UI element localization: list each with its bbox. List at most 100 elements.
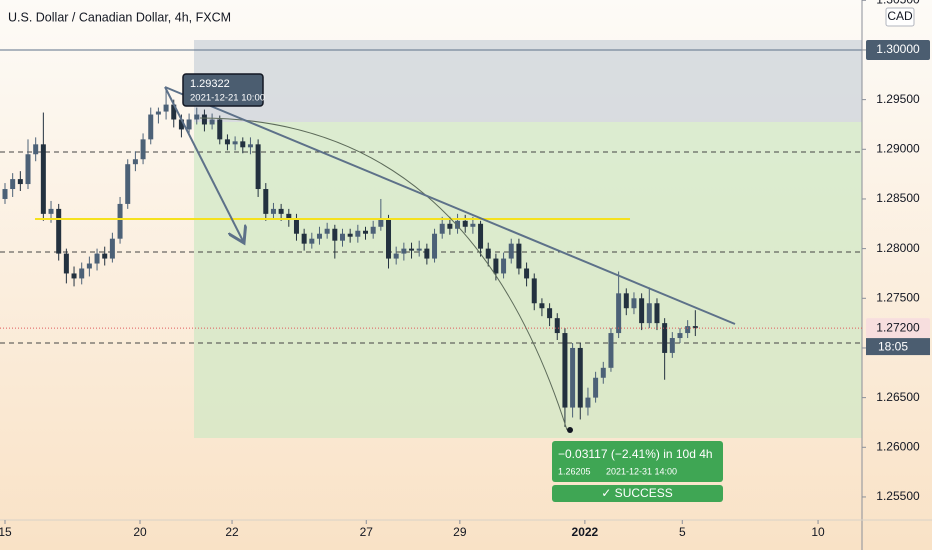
candle-body (669, 338, 675, 353)
candle-body (501, 258, 507, 274)
candle-body (63, 253, 69, 274)
candle-body (570, 347, 576, 408)
y-tick-label: 1.30500 (876, 0, 920, 6)
countdown-box (866, 338, 930, 356)
last-price-box (866, 318, 930, 339)
y-tick-label: 1.27500 (876, 290, 920, 304)
candle-body (339, 233, 345, 241)
callout-change: −0.03117 (−2.41%) in 10d 4h (558, 447, 713, 461)
candle-body (416, 248, 422, 251)
candle-body (25, 154, 31, 185)
callout-box (552, 441, 723, 482)
trend-line (164, 86, 736, 325)
candles (2, 86, 698, 427)
candle-body (478, 223, 484, 249)
drawings (35, 86, 736, 433)
result-label: ✓ SUCCESS (601, 486, 672, 500)
candle-body (363, 230, 369, 234)
callout-low: 1.26205 (558, 466, 591, 476)
candle-body (309, 238, 315, 244)
candle-body (209, 119, 215, 125)
y-tick-label: 1.29000 (876, 141, 920, 155)
chart-title: U.S. Dollar / Canadian Dollar, 4h, FXCM (8, 10, 231, 24)
candle-body (631, 298, 637, 309)
candle-body (94, 253, 100, 264)
candle-body (386, 218, 392, 259)
candle-body (639, 298, 645, 324)
candle-body (662, 323, 668, 353)
callout-box (182, 73, 264, 107)
callout-time: 2021-12-21 10:00 (190, 93, 265, 104)
candle-body (547, 308, 553, 319)
candle-body (217, 119, 223, 140)
y-tick-label: 1.26000 (876, 439, 920, 453)
candle-body (140, 139, 146, 160)
candle-body (554, 318, 560, 334)
candle-body (439, 223, 445, 234)
candle-body (455, 220, 461, 229)
candle-body (378, 218, 384, 227)
x-tick-label: 27 (360, 525, 374, 539)
candle-body (48, 208, 54, 214)
candle-body (508, 243, 514, 259)
candle-body (286, 213, 292, 219)
candle-body (255, 144, 261, 190)
candle-body (117, 203, 123, 239)
candle-body (585, 397, 591, 408)
currency: CAD (887, 9, 913, 23)
candle-body (240, 141, 246, 148)
candle-body (163, 104, 169, 112)
candle-body (270, 208, 276, 214)
candle-body (324, 228, 330, 234)
candle-body (347, 233, 353, 237)
price-box (866, 40, 930, 60)
candle-body (562, 333, 568, 408)
candle-body (424, 248, 430, 259)
candle-body (224, 139, 230, 145)
candle-body (600, 367, 606, 378)
candle-body (355, 230, 361, 237)
x-tick-label: 29 (453, 525, 467, 539)
candle-body (247, 144, 253, 148)
currency-box (885, 7, 915, 27)
y-tick-label: 1.28000 (876, 241, 920, 255)
x-tick-label: 15 (0, 525, 12, 539)
candle-body (79, 268, 85, 279)
y-tick-label: 1.29500 (876, 92, 920, 106)
high-callout: 1.29322 2021-12-21 10:00 (182, 73, 265, 107)
candle-body (17, 179, 23, 185)
countdown: 18:05 (878, 339, 908, 353)
x-tick-label: 2022 (572, 525, 599, 539)
candle-body (10, 179, 16, 190)
candle-body (432, 233, 438, 259)
last-price-label: 1.27200 (876, 320, 920, 334)
candle-body (485, 248, 491, 259)
candle-body (531, 278, 537, 304)
arrow (164, 86, 244, 243)
y-tick-label: 1.25500 (876, 489, 920, 503)
candle-body (2, 189, 8, 199)
candle-body (132, 159, 138, 165)
y-tick-label: 1.26500 (876, 390, 920, 404)
candle-body (692, 326, 698, 329)
callout-time: 2021-12-31 14:00 (606, 466, 677, 476)
candle-body (577, 347, 583, 408)
callout-price: 1.29322 (190, 78, 230, 90)
candle-body (194, 114, 200, 120)
candle-body (155, 111, 161, 115)
candle-body (40, 144, 46, 214)
candle-body (186, 119, 192, 130)
candle-body (71, 273, 77, 279)
candle-body (370, 226, 376, 234)
x-tick-label: 22 (225, 525, 239, 539)
candle-body (409, 248, 415, 251)
candle-body (232, 141, 238, 145)
candle-body (539, 303, 545, 309)
candle-body (293, 218, 299, 234)
candle-body (316, 233, 322, 239)
candle-body (278, 208, 284, 214)
candle-body (33, 144, 39, 155)
candle-body (685, 326, 691, 334)
axes: 1.255001.260001.265001.270001.275001.280… (0, 0, 930, 539)
